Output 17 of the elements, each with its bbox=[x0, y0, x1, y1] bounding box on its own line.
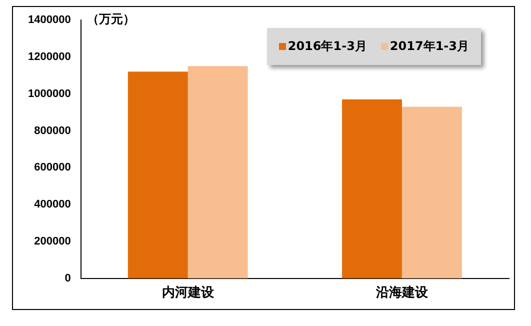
y-tick-label: 600000 bbox=[34, 162, 71, 174]
bar bbox=[128, 72, 188, 278]
y-tick-label: 400000 bbox=[34, 198, 71, 211]
y-tick-label: 1200000 bbox=[28, 50, 71, 63]
x-tick-label: 沿海建设 bbox=[374, 286, 429, 301]
bar bbox=[188, 66, 248, 278]
y-tick-label: 800000 bbox=[34, 124, 71, 137]
y-tick-label: 1000000 bbox=[28, 88, 71, 100]
y-tick-label: 200000 bbox=[34, 236, 71, 248]
legend-label: 2017年1-3月 bbox=[390, 38, 469, 55]
bar bbox=[342, 99, 402, 278]
legend-label: 2016年1-3月 bbox=[288, 38, 367, 55]
y-axis-title: （万元） bbox=[86, 12, 135, 26]
y-tick-label: 1400000 bbox=[28, 14, 71, 26]
x-tick-label: 内河建设 bbox=[162, 286, 215, 301]
y-tick-label: 0 bbox=[64, 272, 71, 284]
bar bbox=[402, 106, 462, 278]
